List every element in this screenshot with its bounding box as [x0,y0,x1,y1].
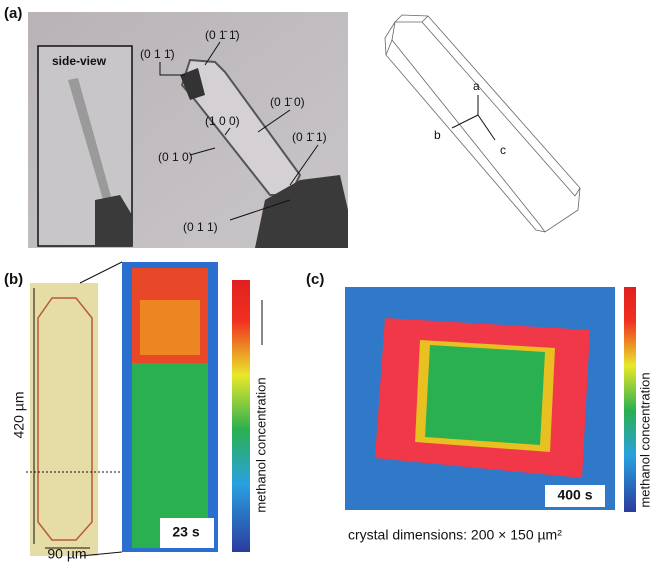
axis-label: c [500,143,506,157]
length-label: 420 µm [11,392,27,439]
time-label: 23 s [172,524,199,540]
facet-label: (0 1 0) [158,150,193,164]
heatmap-core [425,345,545,445]
caption: crystal dimensions: 200 × 150 µm² [348,527,562,543]
colorbar-label: methanol concentration [637,372,651,507]
facet-label: (0 1̄ 1̄) [205,28,240,42]
panel-label: (c) [306,271,324,288]
zoom-line [80,262,122,283]
figure: (a) side-view (b) 420 µm 90 µm 23 s meth… [0,0,651,564]
facet-label: (0 1̄ 0) [270,95,305,109]
axis-label: b [434,128,441,142]
colorbar [232,280,250,552]
optical-image [30,283,98,556]
inset-label: side-view [52,54,107,68]
width-label: 90 µm [47,546,86,562]
facet-label: (0 1 1) [183,220,218,234]
time-label: 400 s [557,487,592,503]
colorbar-label: methanol concentration [253,377,268,512]
heatmap-front [140,300,200,355]
colorbar [624,287,636,512]
page: {"panels": { "a": {"label": "(a)", "inse… [0,0,651,564]
axis-label: a [473,79,480,93]
panel-label: (a) [4,5,22,22]
facet-label: (0 1̄ 1) [292,130,327,144]
crystal-model [385,15,580,232]
panel-label: (b) [4,271,23,288]
facet-label: (0 1 1̄) [140,47,175,61]
axes [452,95,495,140]
facet-label: (1 0 0) [205,114,240,128]
